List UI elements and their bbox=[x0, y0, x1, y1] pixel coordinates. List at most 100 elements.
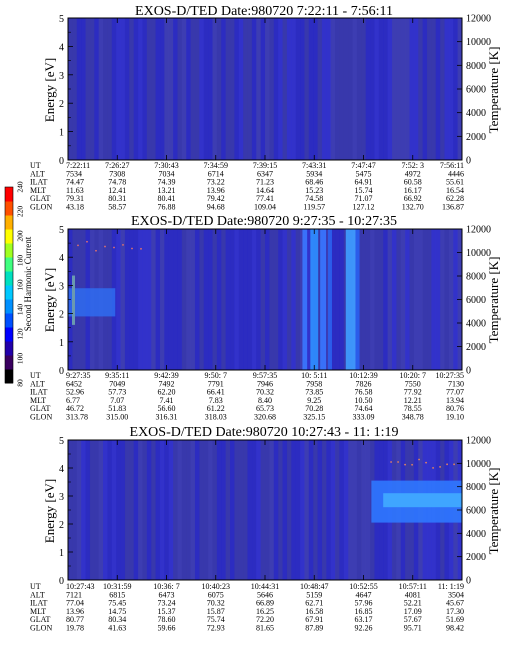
table-cell: 16.85 bbox=[355, 607, 373, 616]
table-row-label: GLAT bbox=[30, 194, 51, 203]
heatmap-dot bbox=[425, 461, 427, 464]
heatmap-cell-column bbox=[365, 229, 371, 370]
heatmap-cell-column bbox=[269, 18, 275, 160]
table-cell: 9:50: 7 bbox=[205, 371, 227, 380]
table-cell: 9:57:35 bbox=[253, 371, 277, 380]
heatmap-cell-column bbox=[300, 229, 305, 370]
heatmap-cell-column bbox=[265, 440, 270, 580]
heatmap-cell-column bbox=[177, 229, 183, 370]
heatmap-cell-column bbox=[286, 229, 292, 370]
heatmap-cell-column bbox=[317, 18, 323, 160]
heatmap-cell-column bbox=[111, 18, 117, 160]
table-row-label: GLON bbox=[30, 624, 52, 633]
table-cell: 7946 bbox=[257, 379, 273, 388]
heatmap-cell-column bbox=[116, 440, 121, 580]
table-cell: 46.72 bbox=[66, 404, 84, 413]
heatmap-cell-column bbox=[120, 440, 126, 580]
heatmap-cell-column bbox=[221, 229, 226, 370]
heatmap-cell-column bbox=[146, 18, 152, 160]
heatmap-cell-column bbox=[229, 229, 235, 370]
colorbar-segment bbox=[5, 327, 13, 342]
heatmap-dot bbox=[113, 246, 115, 249]
heatmap-cell-column bbox=[265, 18, 270, 160]
heatmap-cell-column bbox=[413, 229, 419, 370]
heatmap-cell-column bbox=[72, 440, 78, 580]
heatmap-cell-column bbox=[273, 229, 279, 370]
heatmap-cell-column bbox=[212, 229, 218, 370]
table-cell: 136.87 bbox=[442, 203, 464, 212]
colorbar-tick-label: 140 bbox=[16, 304, 25, 316]
panel-3: 0 1 2 3 4 5 0 2000 4000 6000 8000 10000 12000 UTALTIL… bbox=[30, 436, 491, 633]
heatmap-cell-column bbox=[89, 440, 95, 580]
table-cell: 7049 bbox=[109, 379, 125, 388]
heatmap-cell-column bbox=[81, 440, 86, 580]
table-cell: 16.54 bbox=[446, 186, 464, 195]
heatmap-cell-column bbox=[374, 18, 380, 160]
table-cell: 6473 bbox=[159, 590, 175, 599]
colorbar-segment bbox=[5, 229, 13, 244]
heatmap-cell-column bbox=[282, 229, 288, 370]
table-cell: 10:44:31 bbox=[251, 582, 279, 591]
table-cell: 7:22:11 bbox=[66, 161, 90, 170]
heatmap-cell-column bbox=[190, 229, 196, 370]
table-cell: 10:48:47 bbox=[300, 582, 328, 591]
y-tick-label: 1 bbox=[59, 338, 64, 349]
heatmap-cell-column bbox=[365, 440, 371, 580]
table-cell: 5934 bbox=[306, 169, 322, 178]
heatmap-cell-column bbox=[221, 440, 226, 580]
table-cell: 17.09 bbox=[404, 607, 422, 616]
table-cell: 333.09 bbox=[353, 413, 375, 422]
heatmap-cell-column bbox=[409, 229, 415, 370]
heatmap-cell-column bbox=[168, 18, 174, 160]
table-cell: 72.20 bbox=[256, 615, 274, 624]
heatmap-cell-column bbox=[453, 229, 459, 370]
heatmap-dot bbox=[95, 249, 97, 252]
y-tick-label: 1 bbox=[59, 128, 64, 139]
table-cell: 64.91 bbox=[355, 178, 373, 187]
table-cell: 7:39:15 bbox=[253, 161, 277, 170]
table-cell: 7308 bbox=[109, 169, 125, 178]
heatmap-cell-column bbox=[448, 18, 454, 160]
heatmap-cell-column bbox=[190, 18, 196, 160]
table-row-label: MLT bbox=[30, 607, 46, 616]
heatmap-cell-column bbox=[159, 229, 165, 370]
heatmap-cell-column bbox=[396, 18, 402, 160]
table-cell: 7034 bbox=[159, 169, 175, 178]
heatmap-cell-column bbox=[269, 440, 275, 580]
y2-tick-label: 6000 bbox=[466, 295, 486, 306]
heatmap-cell-column bbox=[444, 229, 450, 370]
table-cell: 132.70 bbox=[402, 203, 424, 212]
heatmap-cell-column bbox=[142, 229, 148, 370]
heatmap-cell-column bbox=[107, 440, 113, 580]
y-tick-label: 4 bbox=[59, 42, 64, 53]
table-cell: 6.77 bbox=[66, 396, 80, 405]
heatmap-cell-column bbox=[365, 18, 371, 160]
table-cell: 7:52: 3 bbox=[402, 161, 424, 170]
y2-tick-label: 4000 bbox=[466, 529, 486, 540]
heatmap-cell-column bbox=[194, 18, 200, 160]
table-cell: 315.00 bbox=[106, 413, 128, 422]
y2-tick-label: 12000 bbox=[466, 14, 491, 25]
table-cell: 80.31 bbox=[108, 194, 126, 203]
heatmap-cell-column bbox=[348, 18, 353, 160]
table-cell: 80.34 bbox=[108, 615, 126, 624]
panel-1: 0 1 2 3 4 5 0 2000 4000 6000 8000 10000 12000 UTALTIL… bbox=[30, 14, 491, 212]
table-cell: 62.71 bbox=[305, 599, 323, 608]
heatmap-cell-column bbox=[203, 440, 209, 580]
heatmap-cell-column bbox=[448, 229, 454, 370]
table-cell: 77.07 bbox=[446, 388, 464, 397]
y2-tick-label: 8000 bbox=[466, 61, 486, 72]
table-cell: 7:56:11 bbox=[440, 161, 464, 170]
heatmap-cell-column bbox=[370, 18, 375, 160]
heatmap-cell-column bbox=[81, 18, 86, 160]
heatmap-cell-column bbox=[256, 18, 262, 160]
heatmap-cell-column bbox=[94, 440, 100, 580]
colorbar-segment bbox=[5, 341, 13, 356]
heatmap-dot bbox=[439, 466, 441, 468]
heatmap-cell-column bbox=[173, 229, 178, 370]
y-tick-label: 5 bbox=[59, 225, 64, 236]
heatmap-cell-column bbox=[374, 229, 380, 370]
table-cell: 6714 bbox=[208, 169, 224, 178]
heatmap-cell-column bbox=[85, 18, 91, 160]
table-cell: 15.74 bbox=[355, 186, 373, 195]
